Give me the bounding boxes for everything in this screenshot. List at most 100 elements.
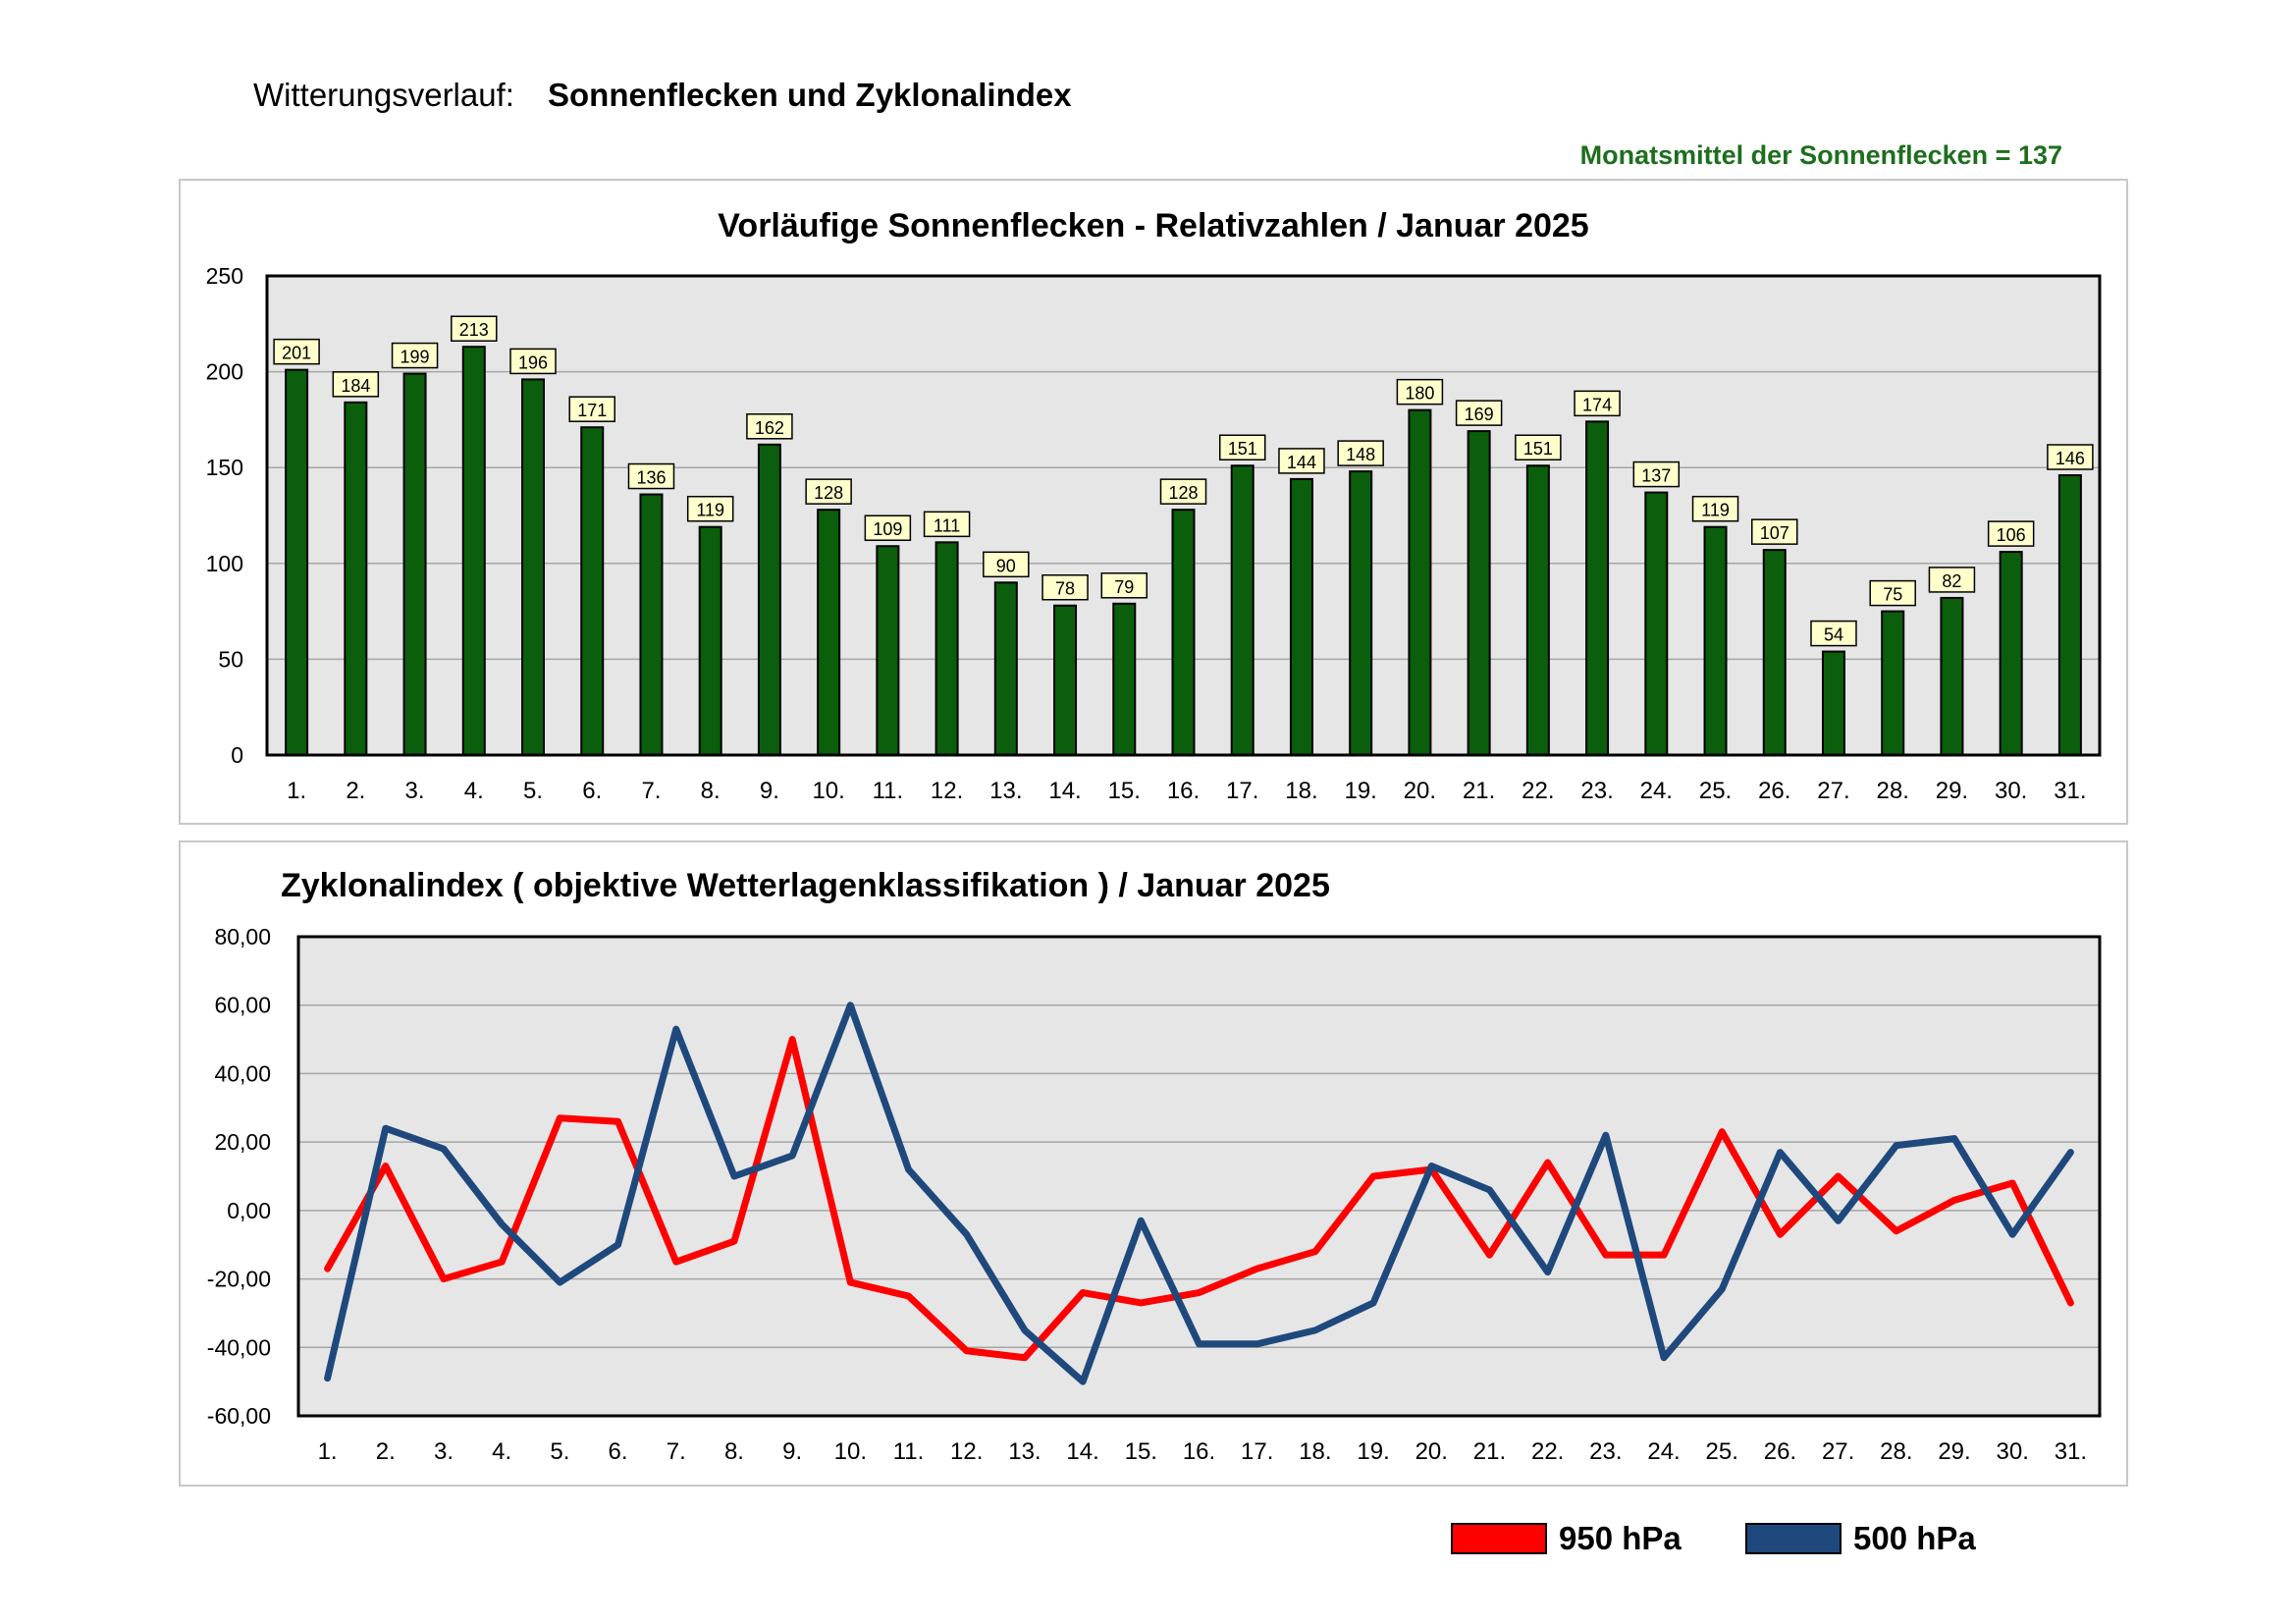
x-tick-label: 14.	[1048, 778, 1081, 804]
legend-label-950: 950 hPa	[1559, 1520, 1682, 1556]
bar	[817, 509, 841, 757]
sunspot-chart: Vorläufige Sonnenflecken - Relativzahlen…	[206, 207, 2102, 804]
data-label-box	[923, 511, 971, 538]
data-label: 213	[459, 320, 489, 340]
y-tick-label: 20,00	[214, 1129, 271, 1155]
bar	[1289, 477, 1313, 756]
data-label-box	[1396, 378, 1444, 406]
x-tick-label: 1.	[318, 1438, 338, 1465]
x-tick-label: 11.	[873, 778, 904, 804]
data-label: 151	[1228, 439, 1257, 459]
x-tick-label: 19.	[1344, 778, 1376, 804]
data-label: 75	[1883, 585, 1902, 605]
chart-title: Zyklonalindex ( objektive Wetterlagenkla…	[281, 867, 1330, 904]
cyclonal-index-chart: Zyklonalindex ( objektive Wetterlagenkla…	[207, 867, 2102, 1465]
data-label-box	[1987, 520, 2035, 547]
data-label: 201	[282, 344, 311, 363]
data-label-box	[1041, 573, 1089, 601]
data-label-box	[2047, 444, 2094, 470]
data-label-box	[391, 342, 439, 369]
data-label: 151	[1523, 439, 1553, 459]
x-tick-label: 22.	[1531, 1438, 1564, 1465]
legend-swatch-950	[1451, 1523, 1547, 1554]
data-label: 184	[341, 376, 370, 396]
bar	[580, 426, 605, 756]
bar	[993, 581, 1018, 756]
x-tick-label: 5.	[523, 778, 543, 804]
bar	[461, 346, 486, 756]
data-label-box	[1751, 518, 1798, 545]
data-label: 128	[814, 483, 843, 503]
data-label: 111	[934, 515, 960, 535]
x-tick-label: 29.	[1936, 778, 1968, 804]
x-tick-label: 8.	[724, 1438, 744, 1465]
data-label: 196	[518, 352, 548, 372]
data-label: 169	[1465, 405, 1494, 424]
x-tick-label: 9.	[760, 778, 779, 804]
data-label-box	[1574, 390, 1621, 417]
x-tick-label: 17.	[1241, 1438, 1273, 1465]
bar	[1349, 470, 1373, 756]
x-tick-label: 4.	[492, 1438, 511, 1465]
x-tick-label: 27.	[1817, 778, 1849, 804]
data-label: 90	[996, 556, 1016, 575]
bar	[285, 368, 309, 756]
bar	[1762, 549, 1787, 756]
x-tick-label: 13.	[1008, 1438, 1041, 1465]
x-tick-label: 20.	[1404, 778, 1436, 804]
data-label-box	[451, 315, 498, 342]
y-tick-label: 250	[206, 263, 243, 289]
series-line-950-hpa	[324, 1036, 2074, 1362]
x-tick-label: 15.	[1125, 1438, 1157, 1465]
x-tick-label: 10.	[812, 778, 844, 804]
x-tick-label: 3.	[434, 1438, 454, 1465]
bar	[1881, 610, 1905, 756]
bar	[639, 493, 664, 756]
x-tick-label: 13.	[989, 778, 1022, 804]
bar	[876, 545, 900, 756]
y-tick-label: 50	[218, 646, 243, 672]
x-tick-label: 25.	[1699, 778, 1732, 804]
data-label-box	[983, 551, 1030, 578]
data-label-box	[1632, 460, 1681, 488]
bar	[1585, 420, 1610, 757]
x-tick-label: 14.	[1066, 1438, 1098, 1465]
x-tick-label: 7.	[641, 778, 661, 804]
data-label: 144	[1287, 453, 1316, 472]
legend-swatch-500	[1745, 1523, 1842, 1554]
data-label: 79	[1114, 577, 1134, 597]
data-label: 106	[1997, 525, 2026, 545]
legend-item-950: 950 hPa	[1451, 1520, 1682, 1557]
x-tick-label: 21.	[1473, 1438, 1506, 1465]
bar	[1999, 551, 2023, 757]
data-label: 162	[755, 418, 784, 438]
x-tick-label: 27.	[1822, 1438, 1854, 1465]
x-tick-label: 3.	[405, 778, 425, 804]
plot-border	[265, 274, 2102, 757]
x-tick-label: 24.	[1647, 1438, 1680, 1465]
y-tick-label: 60,00	[214, 993, 271, 1018]
x-tick-label: 25.	[1706, 1438, 1738, 1465]
data-label: 82	[1942, 571, 1961, 591]
x-tick-label: 22.	[1522, 778, 1554, 804]
data-label: 119	[696, 501, 724, 520]
header-prefix: Witterungsverlauf:	[253, 77, 514, 113]
x-tick-label: 30.	[1995, 778, 2027, 804]
bar	[1112, 602, 1137, 756]
x-tick-label: 6.	[582, 778, 602, 804]
y-tick-label: 150	[206, 455, 243, 480]
data-label: 119	[1701, 501, 1730, 520]
data-label: 54	[1824, 625, 1843, 645]
data-label: 171	[577, 401, 607, 420]
bar	[2057, 474, 2082, 756]
y-tick-label: 0	[231, 742, 243, 768]
data-label: 109	[873, 519, 902, 539]
page-title: Sonnenflecken und Zyklonalindex	[548, 77, 1072, 113]
x-tick-label: 23.	[1589, 1438, 1622, 1465]
x-tick-label: 26.	[1764, 1438, 1796, 1465]
x-tick-label: 31.	[2055, 1438, 2087, 1465]
x-tick-label: 11.	[893, 1438, 925, 1465]
monthly-mean-label: Monatsmittel der Sonnenflecken = 137	[1579, 140, 2062, 170]
bar	[521, 378, 546, 757]
data-label: 146	[2056, 449, 2085, 468]
